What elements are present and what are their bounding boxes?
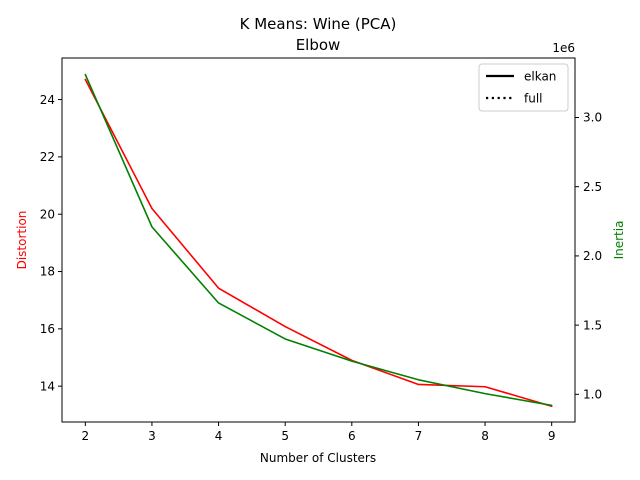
left-tick-label: 16 <box>40 322 55 336</box>
x-tick-label: 3 <box>148 429 156 443</box>
series-layer <box>84 73 553 408</box>
left-axis-label: Distortion <box>15 211 29 270</box>
x-tick-label: 5 <box>281 429 289 443</box>
x-axis-label: Number of Clusters <box>260 451 376 465</box>
left-tick-label: 20 <box>40 207 55 221</box>
x-tick-label: 4 <box>215 429 223 443</box>
x-tick-label: 6 <box>348 429 356 443</box>
right-axis-label: Inertia <box>612 221 626 260</box>
right-axis-ticks: 1.0 1.5 2.0 2.5 3.0 <box>575 111 602 402</box>
series-line-0 <box>84 78 553 408</box>
chart-title-line1: K Means: Wine (PCA) <box>240 15 397 33</box>
left-tick-label: 22 <box>40 150 55 164</box>
legend-label-elkan: elkan <box>524 70 556 84</box>
chart-title-line2: Elbow <box>296 36 341 54</box>
right-tick-label: 1.5 <box>583 318 602 332</box>
right-tick-label: 1.0 <box>583 388 602 402</box>
x-tick-label: 7 <box>415 429 423 443</box>
right-tick-label: 2.5 <box>583 180 602 194</box>
x-tick-label: 2 <box>81 429 89 443</box>
series-line-1 <box>84 73 553 407</box>
right-tick-label: 3.0 <box>583 111 602 125</box>
left-tick-label: 24 <box>40 93 55 107</box>
right-tick-label: 2.0 <box>583 249 602 263</box>
plot-frame <box>61 57 576 423</box>
x-tick-label: 9 <box>548 429 556 443</box>
x-axis-ticks: 2 3 4 5 6 7 8 9 <box>81 422 556 443</box>
left-tick-label: 14 <box>40 379 55 393</box>
right-axis-offset-label: 1e6 <box>552 41 575 55</box>
legend: elkan full <box>478 63 569 112</box>
x-tick-label: 8 <box>481 429 489 443</box>
legend-label-full: full <box>524 92 543 106</box>
left-axis-ticks: 14 16 18 20 22 24 <box>40 93 62 393</box>
left-tick-label: 18 <box>40 265 55 279</box>
